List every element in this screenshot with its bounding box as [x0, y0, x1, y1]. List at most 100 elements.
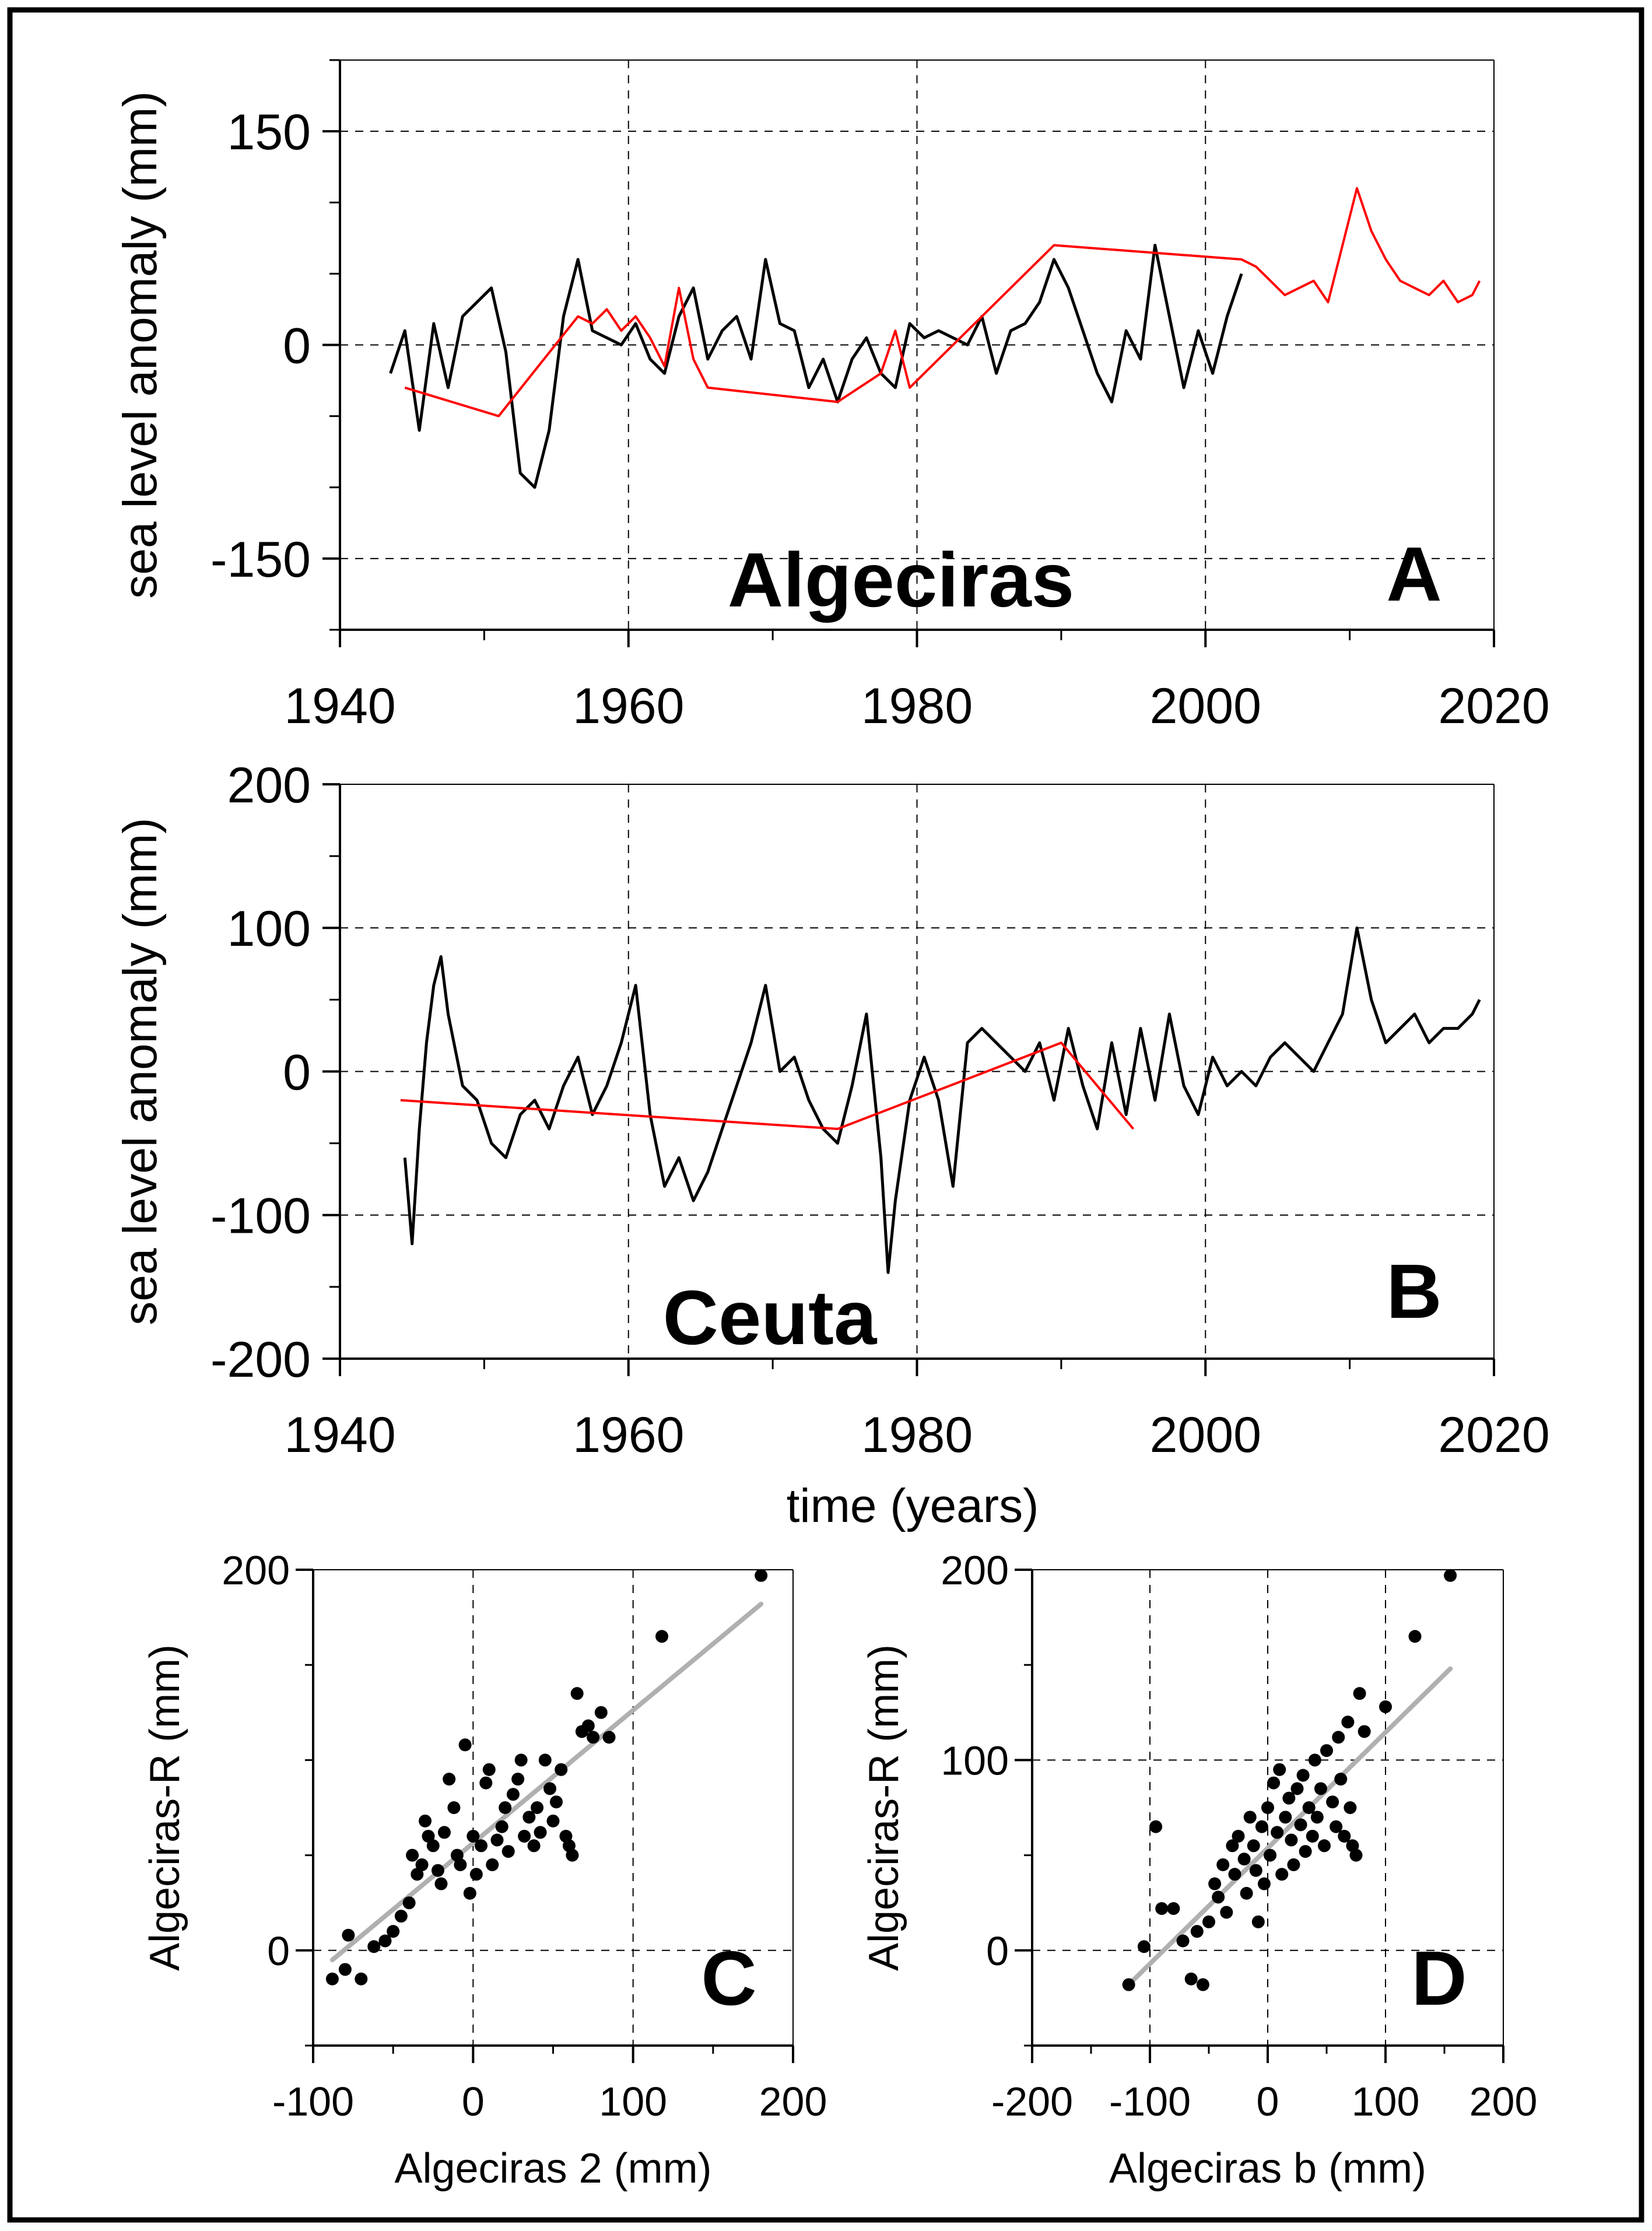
panel-c-point — [443, 1773, 456, 1786]
panel-c-point — [434, 1877, 448, 1890]
panel-d-point — [1149, 1820, 1163, 1833]
panel-c-point — [522, 1811, 536, 1824]
panel-a-series — [389, 187, 1481, 489]
panel-d-point — [1216, 1858, 1230, 1871]
panel-d-point — [1232, 1829, 1245, 1843]
panel-b-xtick-1940: 1940 — [284, 1407, 395, 1463]
panel-c-point — [406, 1848, 419, 1862]
panel-c-fit-line — [329, 1601, 764, 1963]
panel-b-ytick-neg200: -200 — [211, 1332, 311, 1388]
panel-d-point — [1122, 1978, 1135, 1991]
panel-c-point — [655, 1630, 669, 1643]
panel-c-point — [475, 1839, 488, 1853]
panel-d-point — [1228, 1868, 1241, 1881]
panel-d-point — [1220, 1906, 1233, 1919]
panel-d-point — [1344, 1801, 1357, 1814]
panel-b-series — [400, 926, 1481, 1274]
panel-c-point — [499, 1801, 512, 1814]
panel-d-points — [1122, 1569, 1457, 1991]
panel-c-point — [527, 1839, 541, 1853]
panel-c-point — [570, 1687, 584, 1700]
panel-c-xtick-neg100: -100 — [272, 2079, 354, 2124]
panel-d-point — [1251, 1915, 1265, 1928]
panel-d-point — [1379, 1700, 1392, 1714]
panel-a-axes — [322, 59, 1495, 647]
panel-c-point — [514, 1753, 528, 1767]
panel-b-grid — [340, 784, 1494, 1359]
panel-d-point — [1299, 1845, 1312, 1858]
panel-c-point — [458, 1738, 472, 1752]
panel-c-ytick-0: 0 — [267, 1928, 290, 1974]
panel-c-point — [387, 1925, 400, 1938]
panel-d-letter: D — [1411, 1935, 1467, 2021]
panel-d-ytick-100: 100 — [941, 1738, 1009, 1784]
panel-b-ytick-neg100: -100 — [211, 1188, 311, 1244]
panel-d-xtick-neg100: -100 — [1109, 2079, 1191, 2124]
panel-d-point — [1317, 1839, 1331, 1853]
panel-c-xlabel: Algeciras 2 (mm) — [394, 2145, 711, 2192]
panel-c-point — [531, 1801, 544, 1814]
panel-d-point — [1302, 1801, 1316, 1814]
panel-d-point — [1271, 1826, 1284, 1839]
panel-d-point — [1287, 1858, 1300, 1871]
panel-d-xlabel: Algeciras b (mm) — [1109, 2145, 1426, 2192]
panel-b-xtick-2000: 2000 — [1150, 1407, 1261, 1463]
panel-d-point — [1358, 1725, 1371, 1738]
panel-c-ylabel: Algeciras-R (mm) — [142, 1644, 188, 1971]
panel-a-ylabel: sea level anomaly (mm) — [114, 91, 167, 598]
panel-d-fit — [1126, 1666, 1453, 1987]
panel-c-point — [581, 1719, 595, 1732]
panel-c-point — [394, 1910, 408, 1923]
panel-d-point — [1338, 1829, 1351, 1843]
panel-c-xtick-100: 100 — [599, 2079, 667, 2124]
panel-d-point — [1349, 1848, 1363, 1862]
panel-b-ylabel: sea level anomaly (mm) — [114, 818, 167, 1325]
panel-c-point — [426, 1839, 440, 1853]
panel-d-point — [1264, 1848, 1277, 1862]
panel-d-xtick-200: 200 — [1469, 2079, 1538, 2124]
panel-c-point — [415, 1858, 429, 1871]
panel-c-point — [467, 1829, 480, 1843]
panel-c-point — [755, 1569, 768, 1582]
panel-a-xtick-1980: 1980 — [861, 678, 973, 734]
panel-d-point — [1257, 1877, 1271, 1890]
panel-c-point — [419, 1814, 432, 1827]
panel-a-xtick-2020: 2020 — [1438, 678, 1549, 734]
panel-d: -200 -100 0 100 200 0 100 200 Algeciras … — [861, 1548, 1537, 2192]
panel-b-xtick-1980: 1980 — [861, 1407, 973, 1463]
panel-d-point — [1243, 1811, 1257, 1824]
panel-c-point — [367, 1940, 381, 1953]
panel-d-point — [1290, 1782, 1304, 1795]
panel-c-points — [325, 1569, 768, 1986]
panel-d-point — [1273, 1763, 1286, 1776]
panel-c-point — [431, 1864, 444, 1877]
panel-c-point — [555, 1763, 568, 1776]
panel-d-point — [1334, 1773, 1348, 1786]
panel-d-point — [1155, 1902, 1169, 1915]
panel-c-point — [338, 1963, 352, 1976]
panel-d-point — [1176, 1934, 1190, 1948]
panel-a-letter: A — [1386, 531, 1441, 617]
panel-c-point — [463, 1886, 476, 1900]
panel-d-point — [1314, 1782, 1327, 1795]
panel-d-point — [1190, 1925, 1204, 1938]
panel-d-point — [1296, 1769, 1310, 1782]
panel-c: -100 0 100 200 0 200 Algeciras 2 (mm) Al… — [142, 1548, 827, 2192]
panel-a-ytick-0: 0 — [283, 318, 311, 374]
panel-d-point — [1226, 1839, 1239, 1853]
panel-d-point — [1196, 1978, 1209, 1991]
panel-c-point — [566, 1848, 579, 1862]
panel-d-point — [1247, 1839, 1260, 1853]
panel-c-point — [506, 1788, 520, 1801]
panel-c-point — [546, 1814, 560, 1827]
panel-c-point — [479, 1776, 493, 1790]
panel-b-xtick-2020: 2020 — [1438, 1407, 1549, 1463]
panel-d-point — [1249, 1864, 1262, 1877]
panel-a-series-gap-filled — [404, 187, 1481, 418]
panel-c-point — [402, 1896, 416, 1910]
panel-c-point — [486, 1858, 499, 1871]
panel-c-point — [602, 1731, 616, 1744]
panel-c-grid — [313, 1570, 793, 2046]
panel-d-point — [1240, 1886, 1253, 1900]
